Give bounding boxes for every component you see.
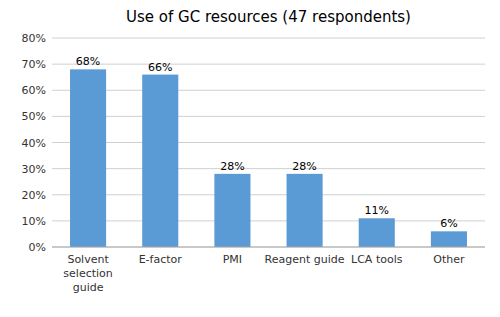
bar [142,75,178,247]
bars [70,69,467,247]
x-tick-label: Solventselectionguide [63,253,112,294]
data-label: 6% [440,217,457,230]
data-label: 28% [220,160,244,173]
y-tick-label: 10% [22,215,46,228]
y-tick-label: 60% [22,84,46,97]
x-tick-label: Reagent guide [265,253,345,266]
y-tick-label: 50% [22,110,46,123]
x-tick-label: PMI [223,253,242,266]
grid-line [52,90,485,91]
data-label: 68% [76,55,100,68]
x-tick-line: LCA tools [351,253,403,266]
grid-line [52,247,485,248]
x-tick-label: Other [433,253,465,266]
y-tick-label: 80% [22,32,46,45]
bar [359,218,395,247]
x-tick-line: Solvent [67,253,109,266]
grid-line [52,116,485,117]
bar [287,174,323,247]
grid [52,38,485,247]
bar [431,231,467,247]
x-tick-line: E-factor [139,253,183,266]
data-labels: 68% 66% 28% 28% 11% 6% [76,55,458,230]
grid-line [52,64,485,65]
grid-line [52,142,485,143]
y-axis: 0% 10% 20% 30% 40% 50% 60% 70% 80% [22,32,46,254]
y-tick-label: 70% [22,58,46,71]
grid-line [52,38,485,39]
x-tick-line: PMI [223,253,242,266]
data-label: 66% [148,61,172,74]
grid-line [52,168,485,169]
y-tick-label: 0% [29,241,46,254]
x-axis: Solventselectionguide E-factor PMI Reagent … [63,253,465,294]
x-tick-line: Other [433,253,465,266]
x-tick-line: selection [63,267,112,280]
x-tick-label: E-factor [139,253,183,266]
bar [70,69,106,247]
y-tick-label: 40% [22,137,46,150]
data-label: 11% [365,204,389,217]
x-axis-line [52,247,485,248]
y-tick-label: 20% [22,189,46,202]
bar [214,174,250,247]
x-tick-line: guide [73,281,104,294]
y-tick-label: 30% [22,163,46,176]
x-tick-label: LCA tools [351,253,403,266]
chart: Use of GC resources (47 respondents) 0% 10… [0,0,500,317]
title: Use of GC resources (47 respondents) [126,8,411,26]
grid-line [52,194,485,195]
grid-line [52,220,485,221]
x-tick-line: Reagent guide [265,253,345,266]
data-label: 28% [292,160,316,173]
